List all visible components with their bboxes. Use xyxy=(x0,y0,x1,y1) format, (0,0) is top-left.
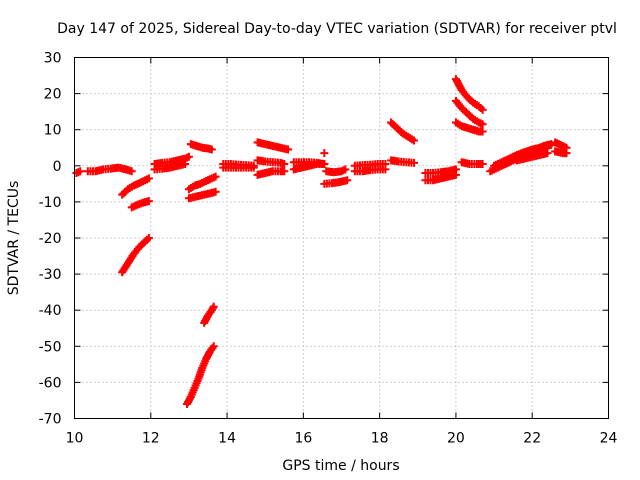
data-point xyxy=(280,167,289,176)
data-point xyxy=(409,158,418,167)
plot-frame xyxy=(74,57,609,419)
data-point xyxy=(478,159,487,168)
series-s04 xyxy=(127,197,153,212)
y-tick-label: -30 xyxy=(39,267,62,283)
y-tick-label: -70 xyxy=(39,412,62,428)
series-s14 xyxy=(219,163,258,172)
data-point xyxy=(478,105,487,114)
series-s19 xyxy=(289,158,329,168)
series-s22 xyxy=(320,176,352,188)
data-point xyxy=(207,145,216,154)
x-tick-label: 14 xyxy=(218,431,236,447)
series-s32 xyxy=(457,158,487,168)
series-s25 xyxy=(387,118,418,145)
data-point xyxy=(341,165,350,174)
data-point xyxy=(209,302,218,311)
x-tick-labels: 10 12 14 16 18 20 22 24 xyxy=(66,431,618,447)
series-s34 xyxy=(490,140,556,170)
data-point xyxy=(320,159,329,168)
grid-lines xyxy=(74,57,609,419)
series-s09 xyxy=(184,172,220,194)
data-point xyxy=(320,149,329,158)
x-tick-label: 24 xyxy=(600,431,618,447)
series-s26 xyxy=(387,156,418,167)
data-point xyxy=(409,136,418,145)
series-s37 xyxy=(551,147,571,158)
series-s30 xyxy=(451,96,487,129)
data-point xyxy=(76,167,85,176)
data-point xyxy=(543,149,552,158)
x-tick-label: 12 xyxy=(142,431,160,447)
data-points xyxy=(72,75,571,409)
y-tick-label: 0 xyxy=(53,159,62,175)
data-point xyxy=(451,165,460,174)
x-tick-label: 18 xyxy=(371,431,389,447)
series-s23 xyxy=(350,165,390,176)
series-s35 xyxy=(512,149,552,165)
data-point xyxy=(127,167,136,176)
data-point xyxy=(249,163,258,172)
series-s08 xyxy=(186,140,216,154)
x-tick-label: 20 xyxy=(447,431,465,447)
data-point xyxy=(478,127,487,136)
data-point xyxy=(381,159,390,168)
series-s24 xyxy=(350,159,390,170)
data-point xyxy=(181,159,190,168)
data-point xyxy=(343,176,352,185)
series-s20 xyxy=(320,149,329,158)
series-s05 xyxy=(118,234,153,277)
series-s10 xyxy=(184,187,220,203)
y-tick-label: 10 xyxy=(44,123,62,139)
data-point xyxy=(284,145,293,154)
series-s07 xyxy=(150,159,190,174)
data-point xyxy=(478,120,487,129)
x-tick-label: 22 xyxy=(523,431,541,447)
y-tick-label: 30 xyxy=(44,51,62,67)
x-axis-label: GPS time / hours xyxy=(282,458,399,474)
data-point xyxy=(211,172,220,181)
series-s36 xyxy=(551,138,571,152)
data-point xyxy=(184,152,193,161)
series-s28 xyxy=(421,165,460,178)
y-axis-label: SDTVAR / TECUs xyxy=(6,181,22,296)
y-tick-label: -60 xyxy=(39,375,62,391)
data-point xyxy=(144,174,153,183)
data-point xyxy=(280,159,289,168)
series-s17 xyxy=(253,167,289,179)
x-tick-label: 10 xyxy=(66,431,84,447)
y-tick-label: -40 xyxy=(39,303,62,319)
data-point xyxy=(209,342,218,351)
y-tick-label: -10 xyxy=(39,195,62,211)
series-s12 xyxy=(183,342,218,409)
x-tick-label: 16 xyxy=(294,431,312,447)
y-tick-label: 20 xyxy=(44,87,62,103)
series-s16 xyxy=(253,156,289,168)
data-point xyxy=(562,149,571,158)
series-s15 xyxy=(253,138,293,154)
series-s21 xyxy=(322,165,350,177)
y-tick-labels: 30 20 10 0 -10 -20 -30 -40 -50 -60 -70 xyxy=(39,51,62,428)
series-s11 xyxy=(200,302,218,327)
y-tick-label: -20 xyxy=(39,231,62,247)
data-point xyxy=(211,187,220,196)
y-tick-label: -50 xyxy=(39,339,62,355)
series-s29 xyxy=(451,75,487,114)
data-point xyxy=(144,234,153,242)
series-s03 xyxy=(118,174,153,199)
series-s01 xyxy=(72,167,85,178)
chart-title: Day 147 of 2025, Sidereal Day-to-day VTE… xyxy=(57,21,617,37)
series-s31 xyxy=(451,118,487,136)
series-s02 xyxy=(83,163,136,176)
data-point xyxy=(144,197,153,206)
